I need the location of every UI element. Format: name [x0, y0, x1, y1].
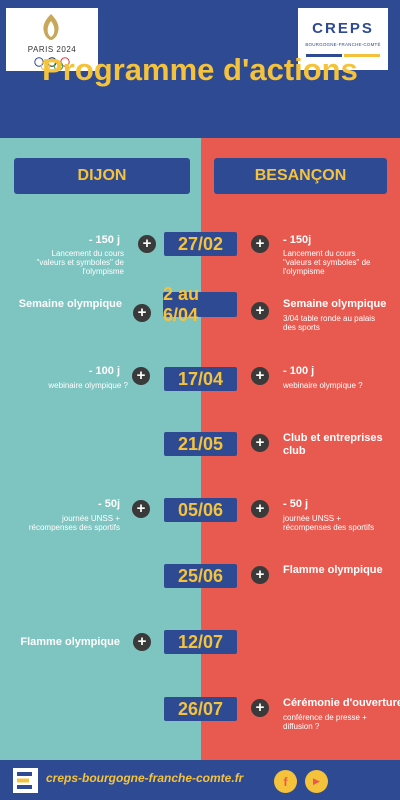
header: PARIS 2024 CREPS BOURGOGNE-FRANCHE-COMTÉ…	[0, 0, 400, 138]
right-event-detail: 3/04 table ronde au palais des sports	[283, 314, 376, 332]
left-event-detail: webinaire olympique ?	[48, 381, 128, 390]
plus-icon: +	[132, 500, 150, 518]
plus-icon: +	[251, 699, 269, 717]
date-badge: 27/02	[164, 232, 237, 256]
date-badge: 12/07	[164, 630, 237, 654]
left-event-detail: Lancement du cours "valeurs et symboles"…	[36, 249, 125, 276]
right-event-title: Cérémonie d'ouverture	[283, 697, 400, 709]
date-badge: 2 au 6/04	[163, 284, 237, 325]
right-event-title: - 100 j	[283, 365, 315, 377]
right-event-title: Flamme olympique	[283, 564, 383, 576]
plus-icon: +	[133, 304, 151, 322]
date-badge: 05/06	[164, 498, 237, 522]
city-header-dijon: DIJON	[14, 158, 190, 194]
plus-icon: +	[251, 566, 269, 584]
plus-icon: +	[133, 633, 151, 651]
date-badge: 25/06	[164, 564, 237, 588]
website-link[interactable]: creps-bourgogne-franche-comte.fr	[46, 771, 244, 785]
creps-logo-title: CREPS	[312, 20, 374, 37]
right-event-title: - 50 j	[283, 498, 309, 510]
plus-icon: +	[251, 367, 269, 385]
plus-icon: +	[132, 367, 150, 385]
plus-icon: +	[251, 302, 269, 320]
date-badge: 21/05	[164, 432, 237, 456]
facebook-icon[interactable]: f	[274, 770, 297, 793]
plus-icon: +	[251, 500, 269, 518]
right-event-detail: Lancement du cours "valeurs et symboles"…	[283, 249, 371, 276]
plus-icon: +	[251, 235, 269, 253]
plus-icon: +	[251, 434, 269, 452]
footer: creps-bourgogne-franche-comte.fr f ▶	[0, 760, 400, 800]
right-event-detail: journée UNSS + récompenses des sportifs	[283, 514, 375, 532]
right-event-detail: webinaire olympique ?	[283, 381, 363, 390]
left-event-title: - 100 j	[88, 365, 120, 377]
creps-emblem-icon	[13, 768, 38, 793]
right-event-detail: conférence de presse + diffusion ?	[283, 713, 367, 731]
paris-2024-logo: PARIS 2024	[6, 8, 98, 71]
right-event-title: Semaine olympique	[283, 298, 387, 310]
left-event-title: - 50j	[97, 498, 120, 510]
paris-logo-text: PARIS 2024	[27, 45, 77, 54]
plus-icon: +	[138, 235, 156, 253]
page-title: Programme d'actions	[42, 52, 358, 87]
paris-flame-icon	[43, 14, 59, 40]
olympic-rings-icon	[34, 57, 70, 71]
right-event-title: Club et entreprises club	[283, 432, 383, 457]
creps-logo-subtitle: BOURGOGNE-FRANCHE-COMTÉ	[305, 42, 381, 47]
left-event-title: - 150 j	[88, 234, 120, 246]
left-event-title: Semaine olympique	[18, 298, 122, 310]
left-event-detail: journée UNSS + récompenses des sportifs	[28, 514, 120, 532]
youtube-icon[interactable]: ▶	[305, 770, 328, 793]
creps-logo-bar	[306, 54, 342, 57]
creps-logo-bar	[344, 54, 380, 57]
creps-logo: CREPS BOURGOGNE-FRANCHE-COMTÉ	[298, 8, 388, 70]
date-badge: 26/07	[164, 697, 237, 721]
date-badge: 17/04	[164, 367, 237, 391]
left-event-title: Flamme olympique	[20, 636, 120, 648]
city-header-besancon: BESANÇON	[214, 158, 387, 194]
right-event-title: - 150j	[283, 234, 312, 246]
